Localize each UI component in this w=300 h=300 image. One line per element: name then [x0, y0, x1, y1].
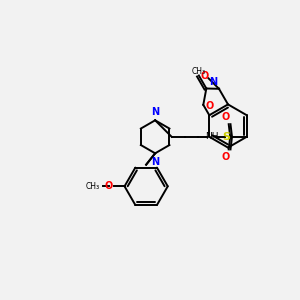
Text: N: N [209, 77, 217, 87]
Text: CH₃: CH₃ [192, 67, 206, 76]
Text: NH: NH [206, 132, 219, 141]
Text: O: O [222, 152, 230, 162]
Text: S: S [223, 132, 231, 142]
Text: N: N [151, 107, 159, 117]
Text: O: O [104, 181, 112, 191]
Text: CH₃: CH₃ [86, 182, 100, 191]
Text: O: O [206, 101, 214, 111]
Text: O: O [200, 70, 208, 80]
Text: N: N [151, 157, 159, 167]
Text: O: O [222, 112, 230, 122]
